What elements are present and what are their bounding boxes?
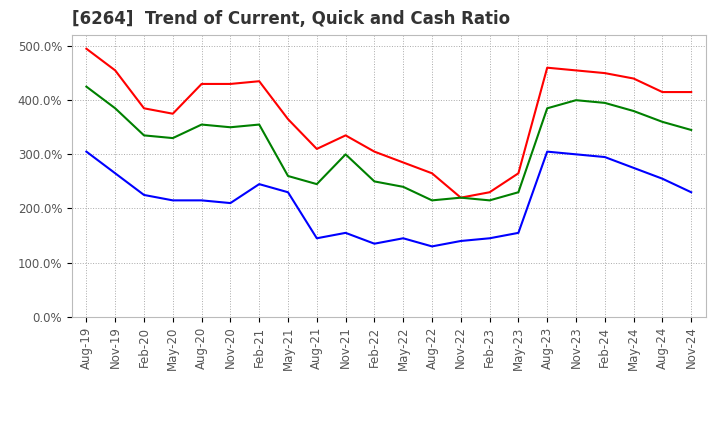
Cash Ratio	[658, 176, 667, 181]
Cash Ratio	[485, 236, 494, 241]
Current Ratio	[485, 190, 494, 195]
Quick Ratio	[428, 198, 436, 203]
Quick Ratio	[111, 106, 120, 111]
Cash Ratio	[226, 201, 235, 206]
Quick Ratio	[168, 136, 177, 141]
Quick Ratio	[572, 98, 580, 103]
Current Ratio	[543, 65, 552, 70]
Current Ratio	[197, 81, 206, 87]
Quick Ratio	[629, 108, 638, 114]
Current Ratio	[226, 81, 235, 87]
Cash Ratio	[140, 192, 148, 198]
Quick Ratio	[312, 181, 321, 187]
Quick Ratio	[658, 119, 667, 125]
Cash Ratio	[456, 238, 465, 244]
Quick Ratio	[687, 127, 696, 132]
Quick Ratio	[399, 184, 408, 190]
Cash Ratio	[370, 241, 379, 246]
Quick Ratio	[226, 125, 235, 130]
Current Ratio	[428, 171, 436, 176]
Current Ratio	[399, 160, 408, 165]
Cash Ratio	[312, 236, 321, 241]
Current Ratio	[284, 117, 292, 122]
Line: Quick Ratio: Quick Ratio	[86, 87, 691, 200]
Quick Ratio	[255, 122, 264, 127]
Cash Ratio	[399, 236, 408, 241]
Current Ratio	[658, 89, 667, 95]
Cash Ratio	[629, 165, 638, 171]
Current Ratio	[600, 70, 609, 76]
Current Ratio	[514, 171, 523, 176]
Quick Ratio	[140, 133, 148, 138]
Cash Ratio	[572, 152, 580, 157]
Cash Ratio	[82, 149, 91, 154]
Cash Ratio	[284, 190, 292, 195]
Cash Ratio	[197, 198, 206, 203]
Current Ratio	[140, 106, 148, 111]
Cash Ratio	[111, 171, 120, 176]
Cash Ratio	[543, 149, 552, 154]
Quick Ratio	[456, 195, 465, 200]
Quick Ratio	[197, 122, 206, 127]
Quick Ratio	[543, 106, 552, 111]
Quick Ratio	[514, 190, 523, 195]
Quick Ratio	[370, 179, 379, 184]
Cash Ratio	[514, 230, 523, 235]
Quick Ratio	[600, 100, 609, 106]
Current Ratio	[341, 133, 350, 138]
Line: Cash Ratio: Cash Ratio	[86, 152, 691, 246]
Current Ratio	[111, 68, 120, 73]
Current Ratio	[629, 76, 638, 81]
Current Ratio	[370, 149, 379, 154]
Text: [6264]  Trend of Current, Quick and Cash Ratio: [6264] Trend of Current, Quick and Cash …	[72, 10, 510, 28]
Current Ratio	[255, 79, 264, 84]
Quick Ratio	[485, 198, 494, 203]
Cash Ratio	[600, 154, 609, 160]
Cash Ratio	[428, 244, 436, 249]
Cash Ratio	[255, 181, 264, 187]
Quick Ratio	[82, 84, 91, 89]
Cash Ratio	[341, 230, 350, 235]
Cash Ratio	[168, 198, 177, 203]
Cash Ratio	[687, 190, 696, 195]
Quick Ratio	[341, 152, 350, 157]
Current Ratio	[312, 146, 321, 151]
Current Ratio	[456, 195, 465, 200]
Current Ratio	[168, 111, 177, 116]
Line: Current Ratio: Current Ratio	[86, 49, 691, 198]
Quick Ratio	[284, 173, 292, 179]
Current Ratio	[82, 46, 91, 51]
Current Ratio	[687, 89, 696, 95]
Current Ratio	[572, 68, 580, 73]
